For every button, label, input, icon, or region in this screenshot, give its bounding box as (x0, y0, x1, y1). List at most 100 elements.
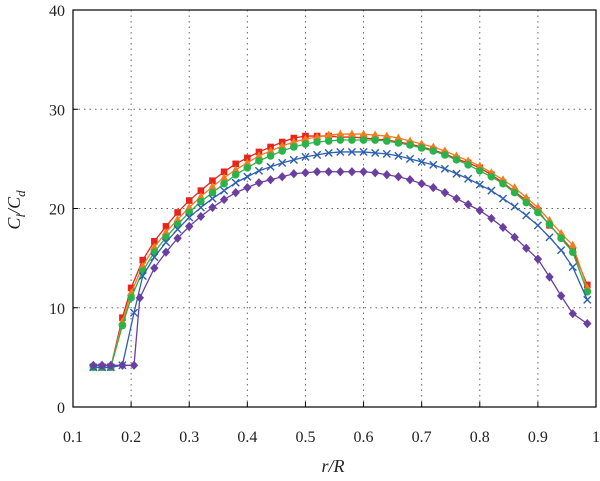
data-point (312, 167, 322, 177)
data-point (522, 211, 531, 220)
data-point (254, 178, 264, 188)
data-point (452, 169, 461, 178)
data-point (371, 148, 380, 158)
data-point (417, 157, 426, 166)
data-point (568, 240, 577, 249)
data-point (197, 197, 205, 206)
data-point (464, 161, 472, 169)
data-point (301, 134, 310, 143)
data-point (498, 222, 508, 232)
data-point (118, 321, 127, 330)
data-point (185, 208, 194, 217)
data-point (336, 129, 345, 138)
data-point (266, 175, 275, 185)
x-tick-label: 0.7 (412, 429, 432, 446)
data-point (417, 144, 426, 152)
data-point (405, 154, 415, 163)
data-point (127, 284, 135, 292)
data-point (185, 221, 194, 231)
series-triangle (89, 129, 592, 371)
data-point (359, 147, 368, 157)
data-point (313, 138, 321, 146)
data-point (533, 203, 543, 211)
data-point (289, 155, 298, 164)
data-point (568, 262, 577, 272)
data-point (106, 360, 115, 370)
data-point (359, 129, 368, 138)
x-axis-label: r/R (321, 456, 344, 476)
data-point (301, 140, 310, 148)
data-point (289, 169, 299, 179)
data-point (556, 228, 566, 237)
data-point (174, 209, 181, 216)
data-point (464, 174, 473, 183)
data-point (522, 193, 531, 201)
data-point (231, 165, 240, 173)
data-point (324, 130, 333, 139)
data-point (583, 295, 592, 304)
data-point (89, 360, 98, 370)
data-point (254, 151, 264, 159)
data-point (406, 141, 414, 149)
data-point (150, 242, 159, 251)
x-tick-label: 0.2 (121, 429, 141, 446)
data-point (499, 179, 507, 188)
series-line (93, 151, 588, 368)
x-tick-label: 1 (592, 429, 600, 446)
data-point (405, 175, 415, 185)
data-point (475, 205, 484, 216)
data-point (545, 220, 554, 229)
y-tick-label: 40 (49, 3, 65, 20)
data-point (231, 178, 240, 187)
data-point (151, 237, 158, 245)
data-point (232, 160, 240, 168)
y-axis-label-sep: /C (4, 196, 24, 215)
data-point (510, 202, 519, 211)
data-point (440, 164, 450, 173)
data-point (220, 168, 228, 176)
data-point (208, 188, 217, 197)
data-point (533, 254, 543, 264)
data-point (196, 211, 206, 222)
data-point (266, 152, 275, 160)
data-point (583, 288, 592, 296)
data-point (510, 232, 519, 242)
data-point (312, 132, 322, 141)
data-point (208, 182, 217, 190)
data-point (197, 187, 205, 194)
data-point (290, 143, 298, 151)
data-point (185, 197, 193, 204)
x-tick-label: 0.5 (295, 429, 315, 446)
data-point (244, 154, 251, 162)
data-point (475, 161, 484, 169)
data-point (196, 203, 205, 212)
data-point (347, 167, 357, 177)
data-point (129, 308, 139, 317)
data-point (129, 360, 139, 370)
data-point (219, 194, 229, 205)
y-tick-label: 30 (49, 102, 65, 119)
x-tick-label: 0.1 (63, 429, 83, 446)
data-point (138, 271, 147, 281)
data-point (417, 179, 426, 189)
series-diamond (89, 167, 592, 370)
data-point (556, 291, 566, 301)
data-point (545, 233, 554, 242)
x-tick-label: 0.9 (528, 429, 548, 446)
data-point (185, 203, 194, 211)
data-point (161, 227, 171, 236)
data-point (510, 183, 519, 191)
data-point (173, 233, 182, 243)
data-point (487, 172, 496, 181)
data-point (209, 177, 216, 185)
data-point (118, 360, 127, 370)
x-tick-label: 0.6 (354, 429, 374, 446)
data-point (440, 188, 450, 198)
data-point (324, 137, 333, 145)
data-point (382, 170, 391, 180)
data-point (150, 253, 159, 262)
data-point (498, 194, 508, 203)
data-point (382, 131, 391, 140)
